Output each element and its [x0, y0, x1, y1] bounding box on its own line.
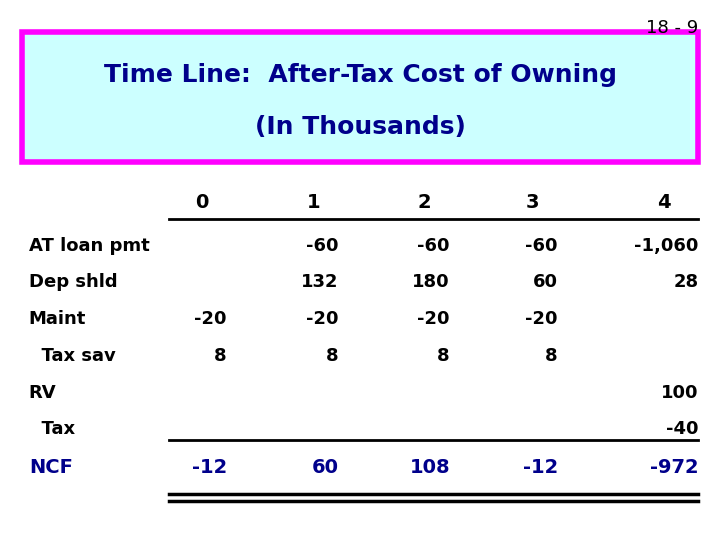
- Text: -20: -20: [306, 310, 338, 328]
- Text: 60: 60: [311, 457, 338, 477]
- Text: -12: -12: [192, 457, 227, 477]
- Text: 1: 1: [307, 193, 320, 212]
- Text: -60: -60: [526, 237, 558, 255]
- Text: Dep shld: Dep shld: [29, 273, 117, 292]
- Text: 8: 8: [545, 347, 558, 365]
- Text: -20: -20: [418, 310, 450, 328]
- Text: -20: -20: [526, 310, 558, 328]
- Text: 8: 8: [214, 347, 227, 365]
- Text: 2: 2: [418, 193, 431, 212]
- Text: 180: 180: [413, 273, 450, 292]
- Text: Time Line:  After-Tax Cost of Owning: Time Line: After-Tax Cost of Owning: [104, 63, 616, 87]
- Text: AT loan pmt: AT loan pmt: [29, 237, 150, 255]
- Text: 3: 3: [526, 193, 539, 212]
- Text: -12: -12: [523, 457, 558, 477]
- Text: 8: 8: [325, 347, 338, 365]
- Text: (In Thousands): (In Thousands): [255, 115, 465, 139]
- Text: 18 - 9: 18 - 9: [646, 19, 698, 37]
- Text: 8: 8: [437, 347, 450, 365]
- Text: 0: 0: [195, 193, 208, 212]
- Text: Tax sav: Tax sav: [29, 347, 115, 365]
- Text: -60: -60: [306, 237, 338, 255]
- Text: -40: -40: [666, 420, 698, 438]
- Text: -1,060: -1,060: [634, 237, 698, 255]
- Text: 108: 108: [410, 457, 450, 477]
- Text: RV: RV: [29, 383, 56, 402]
- Text: NCF: NCF: [29, 457, 73, 477]
- Text: 4: 4: [657, 193, 671, 212]
- Text: -972: -972: [649, 457, 698, 477]
- Text: -60: -60: [418, 237, 450, 255]
- Text: Tax: Tax: [29, 420, 75, 438]
- Text: 28: 28: [673, 273, 698, 292]
- Text: 60: 60: [533, 273, 558, 292]
- Text: 100: 100: [661, 383, 698, 402]
- Text: 132: 132: [301, 273, 338, 292]
- Text: Maint: Maint: [29, 310, 86, 328]
- Text: -20: -20: [194, 310, 227, 328]
